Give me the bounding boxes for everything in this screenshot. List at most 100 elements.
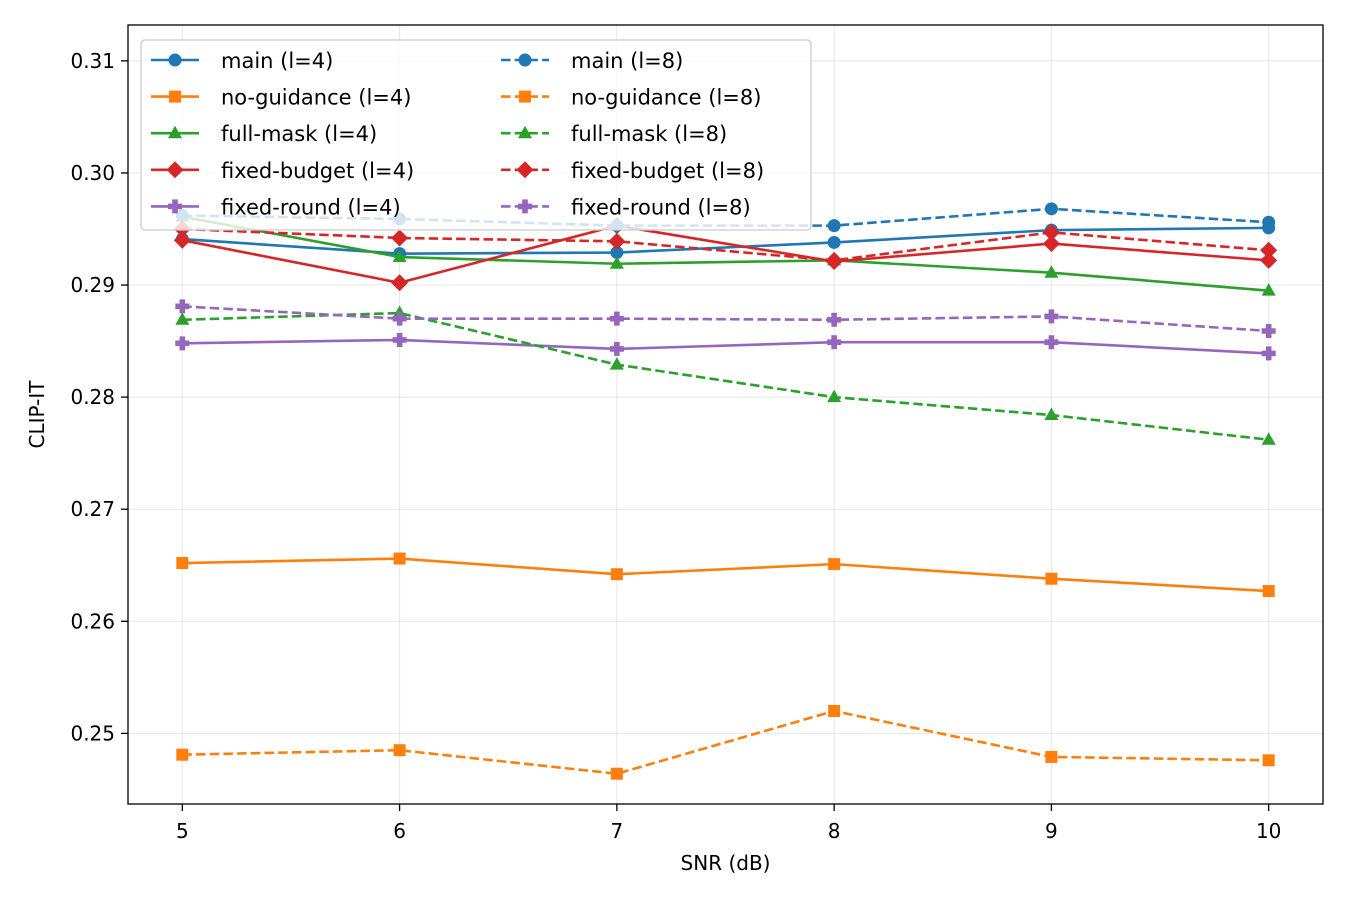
legend-label: no-guidance (l=4)	[221, 86, 411, 110]
data-point	[1260, 251, 1278, 269]
data-point	[1262, 215, 1276, 229]
data-point	[609, 341, 624, 356]
data-point	[1045, 572, 1058, 585]
series-8	[175, 305, 1276, 445]
legend-marker	[516, 161, 534, 179]
y-tick-label: 0.25	[70, 721, 115, 745]
data-point	[1261, 323, 1276, 338]
data-point	[1044, 407, 1059, 421]
x-tick-label: 9	[1045, 819, 1058, 843]
legend-marker	[166, 161, 184, 179]
legend-item: fixed-budget (l=8)	[501, 159, 764, 183]
legend-item: no-guidance (l=8)	[501, 86, 761, 110]
series-line	[182, 709, 1269, 776]
data-point	[610, 568, 623, 581]
legend: main (l=4) no-guidance (l=4) full-mask (l=…	[140, 39, 812, 231]
x-tick-label: 8	[828, 819, 841, 843]
legend-label: full-mask (l=8)	[571, 122, 727, 146]
x-axis-label: SNR (dB)	[681, 851, 771, 875]
data-point	[1262, 754, 1275, 767]
x-tick-label: 6	[393, 819, 406, 843]
series-line	[182, 305, 1269, 333]
data-point	[827, 389, 842, 403]
y-tick-label: 0.28	[70, 385, 115, 409]
data-point	[176, 748, 189, 761]
data-point	[392, 249, 407, 263]
legend-marker	[168, 125, 182, 139]
data-point	[610, 767, 623, 780]
legend-marker	[519, 90, 531, 103]
y-tick-label: 0.29	[70, 273, 115, 297]
x-tick-label: 5	[176, 819, 189, 843]
series-line	[182, 215, 1269, 292]
data-point	[175, 299, 190, 314]
legend-item: main (l=8)	[501, 49, 683, 73]
y-tick-label: 0.30	[70, 161, 115, 185]
y-tick-label: 0.31	[70, 49, 115, 73]
series-line	[182, 338, 1269, 355]
series-5	[175, 332, 1276, 361]
legend-item: fixed-round (l=4)	[151, 195, 401, 219]
data-point	[175, 312, 190, 325]
legend-marker	[518, 125, 532, 139]
data-point	[827, 219, 841, 233]
axis-ticks: 5 6 7 8 9 10 0.25 0.26 0.27 0.28 0.29 0.30 0.31	[70, 49, 1281, 843]
plot-frame	[127, 24, 1324, 805]
data-point	[391, 274, 409, 292]
legend-marker	[518, 199, 532, 214]
data-point	[609, 256, 624, 269]
series-line	[182, 311, 1269, 442]
x-tick-label: 10	[1256, 819, 1281, 843]
series-line	[182, 557, 1269, 593]
legend-item: no-guidance (l=4)	[151, 86, 411, 110]
legend-item: full-mask (l=4)	[151, 122, 377, 146]
legend-marker	[168, 53, 182, 67]
data-point	[392, 311, 407, 326]
data-point	[173, 231, 191, 249]
data-point	[610, 246, 624, 260]
data-point	[393, 552, 406, 565]
data-point	[825, 251, 843, 269]
data-point	[1045, 750, 1058, 763]
legend-item: full-mask (l=8)	[501, 122, 727, 146]
data-point	[1042, 223, 1060, 241]
legend-label: fixed-budget (l=4)	[221, 159, 414, 183]
data-point	[1044, 309, 1059, 324]
data-point	[176, 557, 189, 570]
legend-item: fixed-budget (l=4)	[151, 159, 414, 183]
legend-label: main (l=8)	[571, 49, 683, 73]
data-point	[393, 744, 406, 757]
series-group	[173, 202, 1278, 780]
data-point	[391, 229, 409, 247]
data-point	[1261, 346, 1276, 361]
legend-marker	[518, 53, 532, 67]
x-tick-label: 7	[610, 819, 623, 843]
data-point	[175, 336, 190, 351]
data-point	[827, 335, 842, 350]
data-point	[828, 704, 841, 717]
series-line	[182, 224, 1269, 285]
data-point	[828, 558, 841, 571]
series-line	[182, 227, 1269, 262]
data-point	[609, 357, 624, 370]
series-10	[175, 299, 1276, 338]
data-point	[827, 235, 841, 249]
legend-label: no-guidance (l=8)	[571, 86, 761, 110]
data-point	[1042, 235, 1060, 253]
y-tick-label: 0.26	[70, 609, 115, 633]
data-point	[1044, 265, 1059, 278]
series-7	[176, 704, 1275, 780]
legend-label: fixed-budget (l=8)	[571, 159, 764, 183]
legend-item: fixed-round (l=8)	[501, 195, 751, 219]
data-point	[609, 311, 624, 326]
data-point	[1261, 432, 1276, 445]
data-point	[608, 232, 626, 250]
data-point	[1261, 283, 1276, 296]
data-point	[1262, 585, 1275, 598]
data-point	[1044, 335, 1059, 350]
series-2	[176, 552, 1275, 598]
legend-label: fixed-round (l=4)	[221, 195, 401, 219]
data-point	[1260, 241, 1278, 259]
data-point	[827, 312, 842, 327]
